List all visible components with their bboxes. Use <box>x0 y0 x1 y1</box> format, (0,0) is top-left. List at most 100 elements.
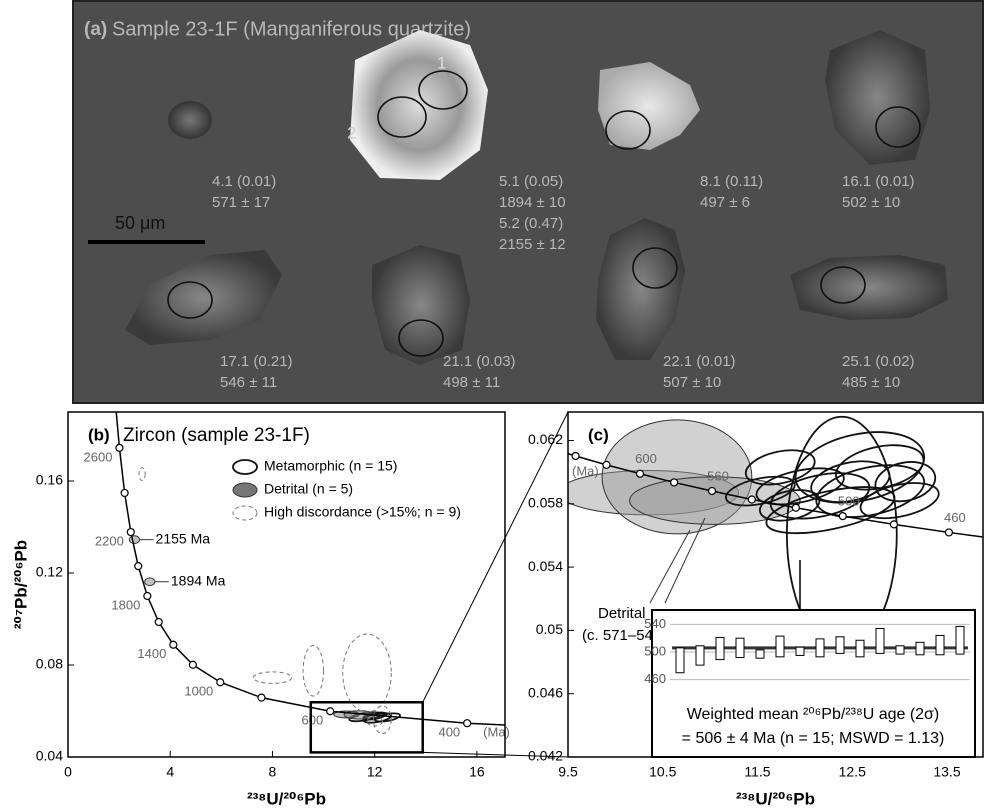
grain-label: 21.1 (0.03) <box>443 353 516 370</box>
inset-text: = 506 ± 4 Ma (n = 15; MSWD = 1.13) <box>682 730 945 747</box>
age-bar <box>956 626 964 654</box>
age-label: 2600 <box>84 449 113 464</box>
grain-image <box>168 101 212 139</box>
x-tick-label: 0 <box>64 764 72 780</box>
grain-label: 571 ± 17 <box>212 194 270 211</box>
age-bar <box>876 629 884 654</box>
chart-title: Zircon (sample 23-1F) <box>123 425 310 446</box>
age-label: 460 <box>944 510 966 525</box>
age-bar <box>776 636 784 657</box>
scale-bar-label: 50 μm <box>115 213 165 233</box>
age-marker <box>121 489 128 496</box>
legend-label: Detrital (n = 5) <box>264 481 353 497</box>
y-tick-label: 0.054 <box>528 558 563 574</box>
age-marker <box>603 461 610 468</box>
grain-label: 25.1 (0.02) <box>842 353 915 370</box>
y-tick-label: 0.058 <box>528 494 563 510</box>
y-tick-label: 0.04 <box>36 748 63 764</box>
y-tick-label: 0.16 <box>36 472 63 488</box>
grain-label: 497 ± 6 <box>700 194 750 211</box>
age-label: 400 <box>438 725 460 740</box>
age-marker <box>748 496 755 503</box>
age-bar <box>796 647 804 655</box>
x-tick-label: 4 <box>166 764 174 780</box>
figure: (a) Sample 23-1F (Manganiferous quartzit… <box>0 0 985 809</box>
age-label: 2200 <box>95 533 124 548</box>
age-marker <box>116 444 123 451</box>
annotation: Detrital <box>598 605 646 622</box>
age-label: 600 <box>635 451 657 466</box>
age-unit: (Ma) <box>483 725 510 740</box>
age-bar <box>716 637 724 659</box>
age-marker <box>155 618 162 625</box>
age-bar <box>936 635 944 654</box>
y-tick-label: 0.08 <box>36 656 63 672</box>
x-tick-label: 11.5 <box>744 764 770 780</box>
age-marker <box>464 720 471 727</box>
age-marker <box>217 679 224 686</box>
x-tick-label: 10.5 <box>649 764 676 780</box>
panel-label: (b) <box>88 425 110 444</box>
age-bar <box>756 650 764 658</box>
age-marker <box>709 487 716 494</box>
legend-label: High discordance (>15%; n = 9) <box>264 504 461 520</box>
grain-label: 2155 ± 12 <box>499 236 566 253</box>
grain-label: 1894 ± 10 <box>499 194 566 211</box>
age-bar <box>896 646 904 654</box>
grain-image <box>372 245 470 365</box>
age-bar <box>816 639 824 657</box>
age-marker <box>327 708 334 715</box>
grain-label: 17.1 (0.21) <box>220 353 293 370</box>
age-marker <box>189 661 196 668</box>
age-label: 1800 <box>111 597 140 612</box>
age-unit: (Ma) <box>572 463 599 478</box>
grain-label: 22.1 (0.01) <box>663 353 736 370</box>
legend-label: Metamorphic (n = 15) <box>264 458 397 474</box>
grain-label: 5.1 (0.05) <box>499 173 563 190</box>
x-tick-label: 13.5 <box>933 764 960 780</box>
panel-label: (c) <box>588 425 609 444</box>
age-marker <box>945 529 952 536</box>
grain-label: 8.1 (0.11) <box>700 173 763 190</box>
age-label: 1000 <box>184 684 213 699</box>
spot-label: 2 <box>347 123 356 142</box>
legend-symbol <box>233 483 257 497</box>
y-tick-label: 0.12 <box>36 564 63 580</box>
ellipse-label: 1894 Ma <box>171 572 226 588</box>
inset-tick-label: 460 <box>644 671 666 686</box>
age-marker <box>144 593 151 600</box>
grain-label: 498 ± 11 <box>443 374 500 391</box>
age-marker <box>170 641 177 648</box>
x-tick-label: 8 <box>269 764 277 780</box>
age-label: 600 <box>301 713 323 728</box>
age-bar <box>676 648 684 673</box>
grain-label: 507 ± 10 <box>663 374 721 391</box>
age-bar <box>736 638 744 657</box>
x-tick-label: 9.5 <box>558 764 578 780</box>
age-marker <box>258 694 265 701</box>
grain-label: 16.1 (0.01) <box>842 173 915 190</box>
grain-label: 485 ± 10 <box>842 374 900 391</box>
y-tick-label: 0.062 <box>528 431 563 447</box>
age-marker <box>839 513 846 520</box>
spot-label: 1 <box>437 53 446 72</box>
panel-label: (a) <box>84 19 107 40</box>
error-ellipse <box>129 536 139 544</box>
age-marker <box>637 470 644 477</box>
age-marker <box>127 529 134 536</box>
inset-text: Weighted mean ²⁰⁶Pb/²³⁸U age (2σ) <box>687 706 940 723</box>
age-marker <box>572 452 579 459</box>
x-axis-label: ²³⁸U/²⁰⁶Pb <box>247 789 326 808</box>
age-label: 500 <box>838 494 860 509</box>
age-marker <box>135 563 142 570</box>
y-axis-label: ²⁰⁷Pb/²⁰⁶Pb <box>11 540 30 629</box>
x-tick-label: 12.5 <box>839 764 866 780</box>
grain-label: 5.2 (0.47) <box>499 215 563 232</box>
age-bar <box>696 646 704 665</box>
x-tick-label: 16 <box>469 764 485 780</box>
age-bar <box>916 642 924 654</box>
grain-label: 546 ± 11 <box>220 374 277 391</box>
age-marker <box>671 479 678 486</box>
age-bar <box>856 640 864 657</box>
inset-tick-label: 540 <box>644 616 666 631</box>
